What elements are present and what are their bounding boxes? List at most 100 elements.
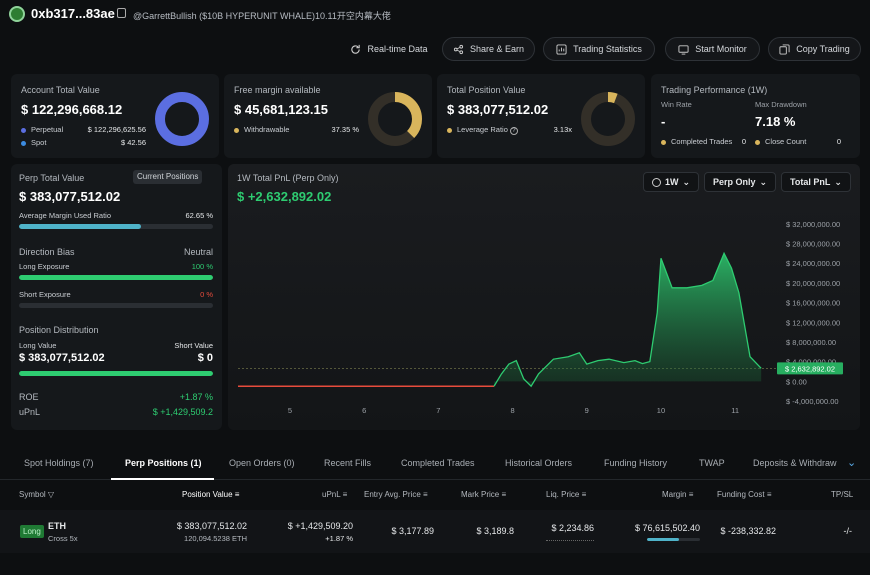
tab-spot-holdings[interactable]: Spot Holdings (7) <box>24 458 94 468</box>
performance-title: Trading Performance (1W) <box>661 85 768 95</box>
info-icon[interactable]: ? <box>509 127 518 135</box>
col-entry[interactable]: Entry Avg. Price ≡ <box>364 490 428 499</box>
completed-label: Completed Trades <box>671 137 733 146</box>
perp-panel: Perp Total Value Current Positions $ 383… <box>11 164 222 430</box>
y-tick-label: $ 32,000,000.00 <box>786 220 840 229</box>
col-margin[interactable]: Margin ≡ <box>662 490 693 499</box>
wallet-subtitle: @GarrettBullish ($10B HYPERUNIT WHALE)10… <box>133 11 391 21</box>
leverage-label: Leverage Ratio <box>457 125 508 134</box>
share-earn-button[interactable]: Share & Earn <box>442 37 535 61</box>
win-rate-label: Win Rate <box>661 100 692 109</box>
tab-perp-positions[interactable]: Perp Positions (1) <box>125 458 202 468</box>
upnl-label: uPnL <box>19 407 41 417</box>
spot-value: $ 42.56 <box>120 138 146 147</box>
row-size: 120,094.5238 ETH <box>184 534 247 543</box>
col-upnl-label: uPnL <box>322 490 341 499</box>
position-title: Total Position Value <box>447 85 526 95</box>
tab-open-orders[interactable]: Open Orders (0) <box>229 458 295 468</box>
withdrawable-legend: Withdrawable <box>234 125 289 134</box>
col-mark[interactable]: Mark Price ≡ <box>461 490 506 499</box>
refresh-icon <box>351 44 361 54</box>
row-mode: Cross 5x <box>48 534 78 543</box>
tab-twap[interactable]: TWAP <box>699 458 725 468</box>
tab-funding-history[interactable]: Funding History <box>604 458 668 468</box>
pnl-area <box>494 253 762 387</box>
y-tick-label: $ 28,000,000.00 <box>786 240 840 249</box>
chevron-down-icon: ⌄ <box>834 176 842 187</box>
range-value: 1W <box>664 177 679 187</box>
row-upnl-pct: +1.87 % <box>325 534 353 543</box>
col-margin-label: Margin <box>662 490 687 499</box>
start-monitor-button[interactable]: Start Monitor <box>665 37 760 61</box>
col-position-value[interactable]: Position Value ≡ <box>182 490 239 499</box>
tab-completed-trades[interactable]: Completed Trades <box>401 458 475 468</box>
sort-icon: ≡ <box>688 490 694 499</box>
realtime-data-label: Real-time Data <box>367 44 428 54</box>
perp-value: $ 383,077,512.02 <box>19 189 121 204</box>
col-entry-label: Entry Avg. Price <box>364 490 421 499</box>
bias-value: Neutral <box>183 247 213 257</box>
chevron-down-icon[interactable]: ⌄ <box>847 457 857 469</box>
tab-deposits-withdrawals[interactable]: Deposits & Withdraw <box>753 458 837 468</box>
account-value: $ 122,296,668.12 <box>21 102 123 117</box>
copy-icon <box>779 43 790 55</box>
monitor-icon <box>678 44 689 55</box>
leverage-value: 3.13x <box>553 125 572 134</box>
performance-card: Trading Performance (1W) Win Rate - Max … <box>651 74 860 158</box>
col-liq-label: Liq. Price <box>546 490 580 499</box>
col-mark-label: Mark Price <box>461 490 500 499</box>
y-tick-label: $ 16,000,000.00 <box>786 299 840 308</box>
x-tick-label: 11 <box>731 406 739 415</box>
upnl-value: $ +1,429,509.2 <box>152 407 213 417</box>
filter-icon[interactable]: ▽ <box>47 490 55 499</box>
position-donut <box>581 92 635 146</box>
account-title: Account Total Value <box>21 85 100 95</box>
trading-statistics-button[interactable]: Trading Statistics <box>543 37 655 61</box>
y-tick-label: $ 8,000,000.00 <box>786 338 836 347</box>
range-dropdown[interactable]: 1W ⌄ <box>643 172 699 192</box>
completed-legend: Completed Trades <box>661 137 732 146</box>
x-tick-label: 7 <box>436 406 440 415</box>
sort-icon: ≡ <box>501 490 507 499</box>
margin-ratio-value: 62.65 % <box>185 211 213 220</box>
long-exposure-bar <box>19 275 213 280</box>
completed-value: 0 <box>741 137 746 146</box>
tab-recent-fills[interactable]: Recent Fills <box>324 458 372 468</box>
col-upnl[interactable]: uPnL ≡ <box>322 490 347 499</box>
y-tick-label: $ 0.00 <box>786 377 807 386</box>
filter-dropdown[interactable]: Perp Only ⌄ <box>704 172 776 192</box>
col-funding[interactable]: Funding Cost ≡ <box>717 490 772 499</box>
perp-title: Perp Total Value <box>19 173 85 183</box>
row-tpsl[interactable]: -/- <box>843 526 853 536</box>
copy-address-icon[interactable] <box>117 8 126 18</box>
bias-label: Direction Bias <box>19 247 75 257</box>
wallet-address: 0xb317...83ae <box>31 6 115 21</box>
long-total: $ 383,077,512.02 <box>19 352 105 364</box>
spot-legend: Spot <box>21 138 46 147</box>
realtime-data-button[interactable]: Real-time Data <box>344 37 434 61</box>
drawdown-value: 7.18 % <box>755 114 796 129</box>
copy-trading-button[interactable]: Copy Trading <box>768 37 861 61</box>
distribution-label: Position Distribution <box>19 325 99 335</box>
table-row[interactable]: Long ETH Cross 5x $ 383,077,512.02 120,0… <box>0 510 870 553</box>
row-symbol[interactable]: ETH <box>48 521 66 531</box>
sort-icon: ≡ <box>234 490 240 499</box>
side-badge: Long <box>20 525 44 538</box>
chevron-down-icon: ⌄ <box>759 176 768 187</box>
pnl-chart-title: 1W Total PnL (Perp Only) <box>237 173 339 183</box>
short-value-label: Short Value <box>174 341 213 350</box>
trading-statistics-label: Trading Statistics <box>573 44 642 54</box>
sort-icon: ≡ <box>581 490 587 499</box>
current-positions-button[interactable]: Current Positions <box>133 170 203 184</box>
drawdown-label: Max Drawdown <box>755 100 807 109</box>
col-liq[interactable]: Liq. Price ≡ <box>546 490 586 499</box>
x-tick-label: 8 <box>510 406 514 415</box>
pnl-chart-value: $ +2,632,892.02 <box>237 189 332 204</box>
share-earn-label: Share & Earn <box>469 44 525 54</box>
clock-icon <box>651 177 661 187</box>
tab-historical-orders[interactable]: Historical Orders <box>505 458 573 468</box>
metric-dropdown[interactable]: Total PnL ⌄ <box>781 172 851 192</box>
col-symbol[interactable]: Symbol ▽ <box>19 490 54 499</box>
roe-label: ROE <box>19 392 39 402</box>
row-mark: $ 3,189.8 <box>476 526 514 536</box>
